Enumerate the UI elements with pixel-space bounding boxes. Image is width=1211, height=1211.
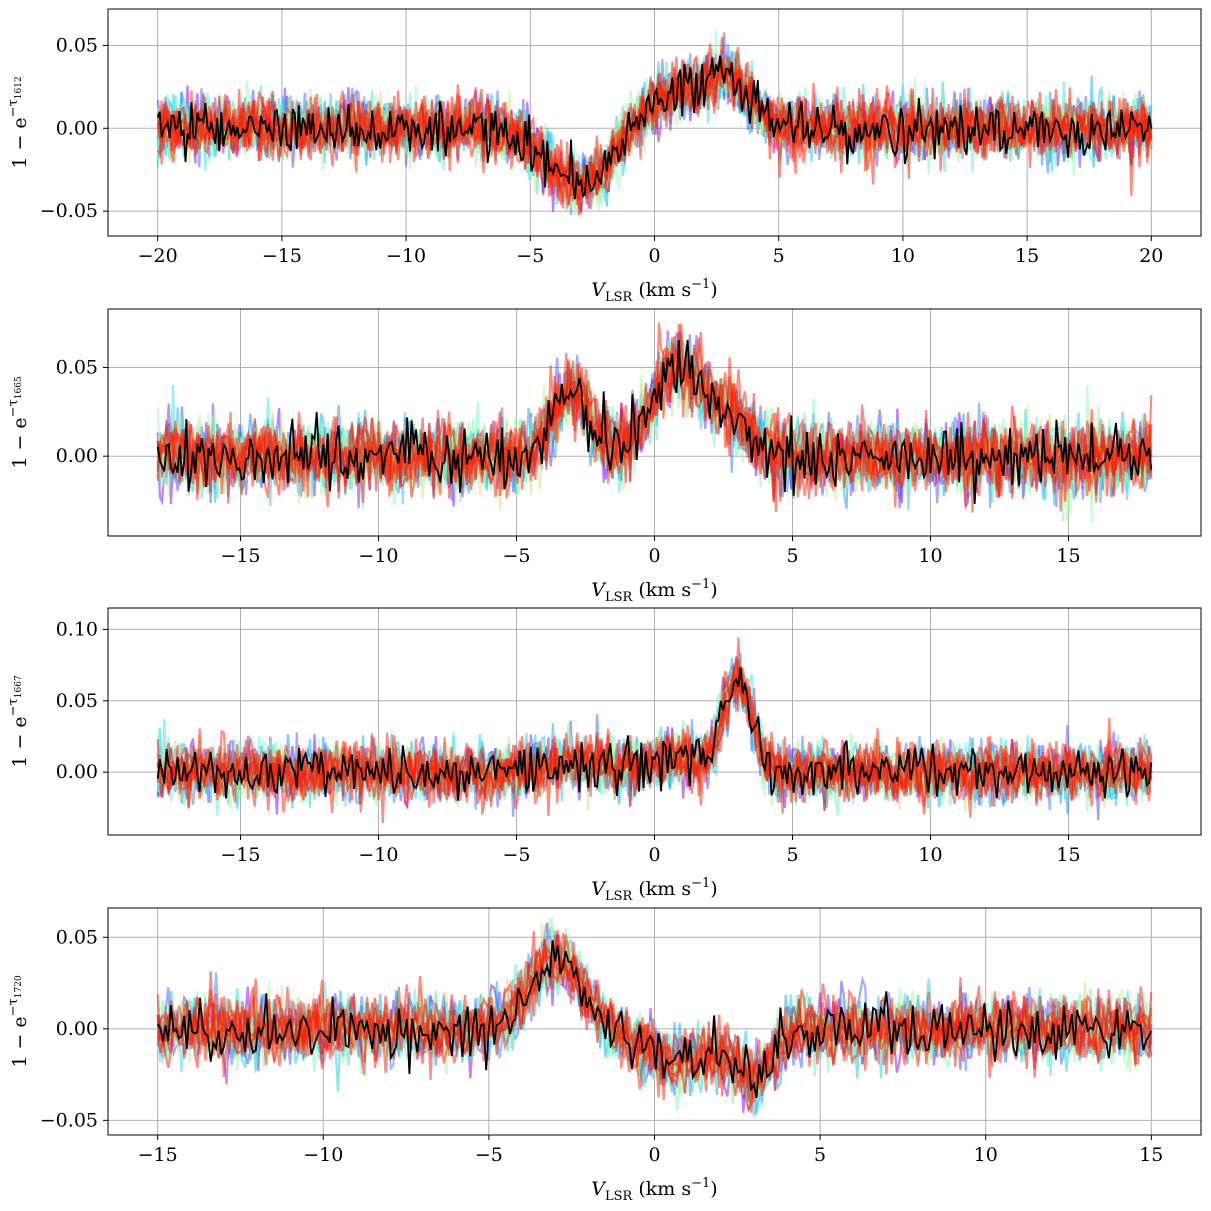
observed-spectrum-line (156, 940, 1153, 1098)
spectra (156, 917, 1153, 1118)
x-tick-label: 15 (1056, 844, 1080, 866)
x-axis-label: VLSR (km s−1) (591, 577, 717, 605)
x-tick-label: −20 (138, 245, 178, 267)
posterior-draw-line (156, 337, 1152, 502)
x-tick-label: 0 (648, 844, 660, 866)
x-tick-label: 10 (918, 844, 942, 866)
observed-spectrum-line (156, 55, 1153, 200)
x-tick-label: 0 (648, 545, 660, 567)
panel-3: −15 −10 −5 0 5 10 15 0.00 0.05 0.10 VLSR (km s−1) 1… (6, 607, 1202, 904)
spectra (156, 637, 1153, 823)
observed-spectrum-line (156, 667, 1153, 801)
x-tick-label: 15 (1139, 1144, 1163, 1166)
x-tick-label: −15 (220, 844, 260, 866)
x-tick-label: 20 (1139, 245, 1163, 267)
x-tick-label: −10 (358, 545, 398, 567)
y-tick-label: 0.05 (56, 690, 98, 712)
y-tick-label: 0.05 (56, 34, 98, 56)
x-axis-label: VLSR (km s−1) (591, 1176, 717, 1204)
x-tick-label: 5 (814, 1144, 826, 1166)
observed-spectrum-line (156, 339, 1153, 505)
x-tick-label: 5 (786, 844, 798, 866)
x-tick-label: 10 (918, 545, 942, 567)
x-tick-label: 5 (786, 545, 798, 567)
x-tick-label: −15 (262, 245, 302, 267)
x-tick-label: −5 (475, 1144, 503, 1166)
panel-2: −15 −10 −5 0 5 10 15 0.00 0.05 VLSR (km s−1) 1 − e… (6, 308, 1202, 605)
y-tick-label: 0.00 (56, 117, 98, 139)
y-tick-label: −0.05 (40, 1109, 98, 1131)
x-tick-label: −10 (358, 844, 398, 866)
x-tick-label: 15 (1056, 545, 1080, 567)
y-tick-label: 0.05 (56, 357, 98, 379)
y-tick-label: 0.05 (56, 926, 98, 948)
y-tick-label: 0.00 (56, 445, 98, 467)
y-tick-label: −0.05 (40, 200, 98, 222)
y-axis-label: 1 − e−τ1612 (6, 76, 31, 168)
y-axis-label: 1 − e−τ1667 (6, 675, 31, 768)
y-tick-label: 0.10 (56, 618, 98, 640)
spectra (156, 29, 1153, 217)
y-tick-label: 0.00 (56, 761, 98, 783)
posterior-draw-line (157, 56, 1153, 217)
x-tick-label: −5 (516, 245, 544, 267)
x-tick-label: −15 (220, 545, 260, 567)
x-tick-label: 10 (974, 1144, 998, 1166)
spectra (156, 322, 1153, 523)
panel-1: −20 −15 −10 −5 0 5 10 15 20 −0.05 0.00 0.05 VLSR (km… (6, 8, 1202, 305)
y-axis-label: 1 − e−τ1720 (6, 975, 31, 1068)
x-tick-label: 0 (648, 245, 660, 267)
x-tick-label: −10 (386, 245, 426, 267)
x-axis-label: VLSR (km s−1) (591, 876, 717, 904)
x-tick-label: −5 (502, 844, 530, 866)
y-tick-label: 0.00 (56, 1018, 98, 1040)
x-tick-label: 0 (648, 1144, 660, 1166)
y-axis-label: 1 − e−τ1665 (6, 376, 31, 469)
x-tick-label: −15 (138, 1144, 178, 1166)
x-tick-label: 10 (891, 245, 915, 267)
x-tick-label: 5 (773, 245, 785, 267)
x-tick-label: −10 (303, 1144, 343, 1166)
x-tick-label: −5 (502, 545, 530, 567)
panel-4: −15 −10 −5 0 5 10 15 −0.05 0.00 0.05 VLSR (km s−1)… (6, 907, 1202, 1204)
x-axis-label: VLSR (km s−1) (591, 277, 717, 305)
x-tick-label: 15 (1015, 245, 1039, 267)
